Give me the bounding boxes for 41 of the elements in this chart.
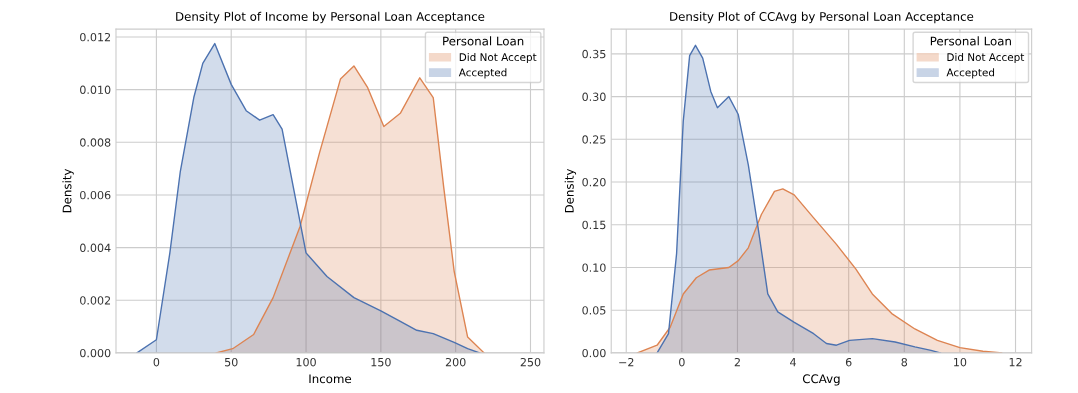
legend-label: Accepted (458, 68, 507, 79)
legend-label: Accepted (946, 68, 995, 79)
x-tick-label: 0 (679, 357, 685, 367)
x-tick-label: 6 (845, 357, 852, 367)
x-tick-label: 10 (954, 357, 967, 367)
y-tick-label: 0.05 (582, 306, 606, 315)
y-tick-label: 0.004 (80, 243, 111, 252)
x-tick-label: 150 (371, 357, 391, 367)
y-tick-label: 0.006 (80, 190, 111, 200)
y-tick-label: 0.10 (582, 263, 606, 272)
x-tick-label: 8 (901, 357, 908, 367)
y-axis-title: Density (564, 168, 577, 213)
legend-title: Personal Loan (443, 36, 524, 46)
y-tick-label: 0.012 (80, 32, 111, 42)
y-tick-label: 0.20 (582, 178, 606, 187)
y-tick-label: 0.010 (80, 85, 111, 95)
x-tick-label: 200 (445, 357, 466, 367)
y-tick-label: 0.35 (582, 49, 606, 59)
legend-label: Did Not Accept (947, 53, 1025, 64)
y-tick-label: 0.00 (582, 348, 606, 358)
x-tick-label: 2 (734, 357, 740, 367)
x-tick-label: 4 (790, 358, 796, 367)
x-tick-label: −2 (619, 357, 634, 367)
y-tick-label: 0.002 (80, 296, 111, 305)
x-tick-label: 0 (153, 357, 160, 367)
x-axis-title: Income (309, 374, 352, 384)
x-tick-label: 100 (296, 357, 316, 367)
chart-title: Density Plot of CCAvg by Personal Loan Acceptance (670, 11, 974, 24)
y-axis-title: Density (62, 168, 74, 213)
y-tick-label: 0.000 (80, 348, 111, 358)
legend-label: Did Not Accept (459, 53, 537, 64)
x-axis-title: CCAvg (802, 374, 840, 386)
x-tick-label: 50 (225, 357, 238, 367)
y-tick-label: 0.008 (80, 138, 111, 147)
x-tick-label: 12 (1009, 357, 1022, 367)
x-tick-label: 250 (520, 357, 541, 367)
y-tick-label: 0.25 (582, 135, 606, 144)
legend-title: Personal Loan (930, 36, 1011, 46)
y-tick-label: 0.30 (582, 92, 606, 101)
chart-title: Density Plot of Income by Personal Loan Acceptance (176, 11, 485, 24)
y-tick-label: 0.15 (582, 220, 606, 230)
